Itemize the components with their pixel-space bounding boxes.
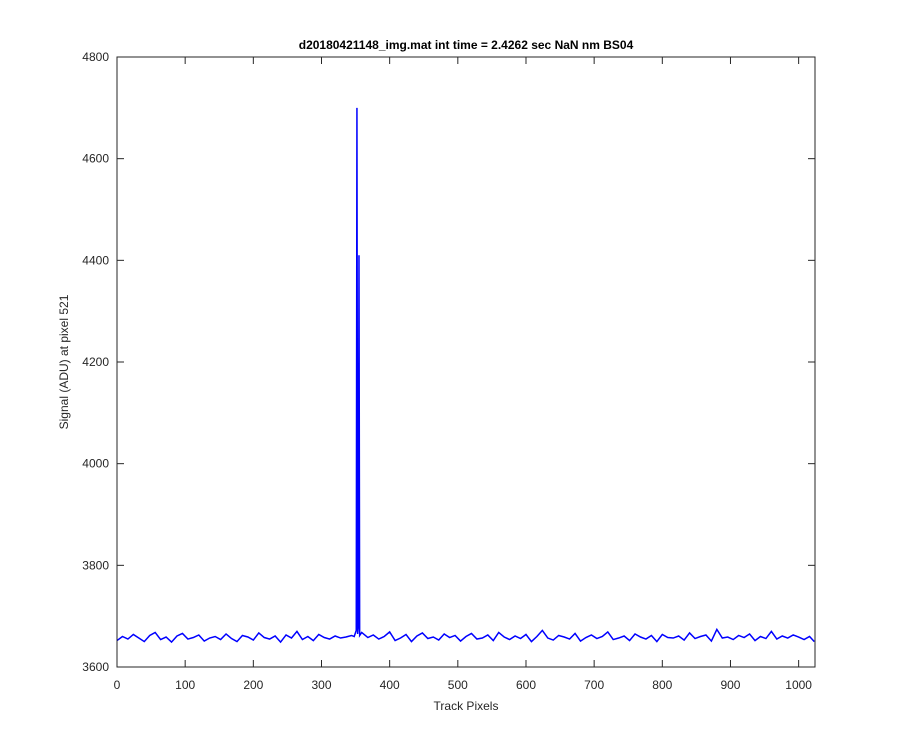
x-tick-label: 500 xyxy=(448,678,468,692)
y-tick-label: 4200 xyxy=(82,355,109,369)
x-tick-label: 100 xyxy=(175,678,195,692)
y-tick-label: 4400 xyxy=(82,253,109,267)
x-tick-label: 300 xyxy=(311,678,331,692)
x-tick-label: 900 xyxy=(720,678,740,692)
x-tick-label: 700 xyxy=(584,678,604,692)
chart-title: d20180421148_img.mat int time = 2.4262 s… xyxy=(299,38,634,52)
x-tick-label: 200 xyxy=(243,678,263,692)
y-tick-label: 4000 xyxy=(82,457,109,471)
x-tick-label: 1000 xyxy=(785,678,812,692)
x-tick-label: 800 xyxy=(652,678,672,692)
y-tick-label: 3600 xyxy=(82,660,109,674)
data-line xyxy=(116,107,815,644)
y-axis-label: Signal (ADU) at pixel 521 xyxy=(57,294,71,429)
x-tick-label: 400 xyxy=(380,678,400,692)
x-tick-label: 600 xyxy=(516,678,536,692)
x-axis-label: Track Pixels xyxy=(434,699,499,713)
y-tick-label: 4800 xyxy=(82,50,109,64)
y-tick-label: 4600 xyxy=(82,152,109,166)
y-tick-label: 3800 xyxy=(82,558,109,572)
x-tick-label: 0 xyxy=(114,678,121,692)
